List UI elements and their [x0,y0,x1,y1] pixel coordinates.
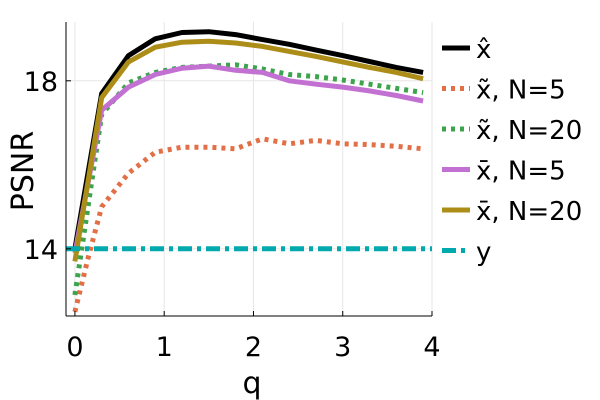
legend-label: x̃, N=5 [476,76,566,106]
legend-label: x̄, N=20 [476,197,582,227]
x-tick-label: 0 [66,332,83,363]
series-line-1 [72,29,424,250]
axes [65,22,433,317]
legend-label: x̄, N=5 [476,157,566,187]
y-axis-label: PSNR [6,131,41,211]
series-lines [66,29,432,313]
y-tick-label: 18 [24,67,58,98]
y-tick-label: 14 [24,235,58,266]
legend: x̂ x̃, N=5 x̃, N=20 x̄, N=5 x̄, N=20 y [442,35,582,268]
x-tick-label: 3 [334,332,351,363]
x-tick-label: 2 [245,332,262,363]
tick-labels: 0 1 2 3 4 14 18 [24,67,441,363]
legend-label: x̂ [476,35,491,65]
legend-label: y [476,238,491,268]
series-line-2 [72,136,424,313]
x-tick-label: 4 [423,332,440,363]
series-line-5 [72,38,424,262]
x-tick-label: 1 [156,332,173,363]
series-line-3 [72,62,424,296]
x-axis-label: q [242,366,261,400]
series-line-4 [72,63,424,254]
legend-label: x̃, N=20 [476,116,582,146]
